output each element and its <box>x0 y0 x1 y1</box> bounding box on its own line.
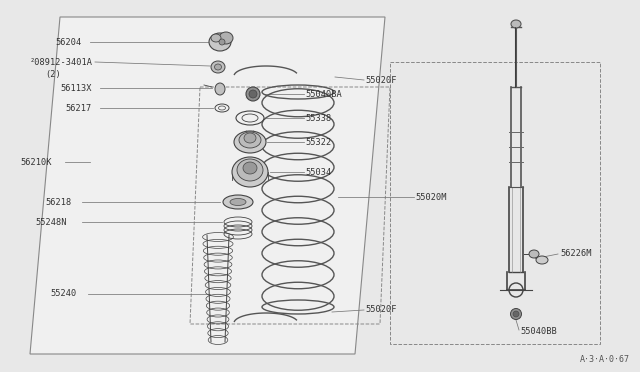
Ellipse shape <box>511 20 521 28</box>
Text: 56217: 56217 <box>65 103 92 112</box>
Ellipse shape <box>246 87 260 101</box>
Ellipse shape <box>215 83 225 95</box>
Text: 55020M: 55020M <box>415 192 447 202</box>
Polygon shape <box>30 17 385 354</box>
Ellipse shape <box>511 308 522 320</box>
Text: 55240: 55240 <box>50 289 76 298</box>
Text: 55248N: 55248N <box>35 218 67 227</box>
Text: 55034: 55034 <box>305 167 332 176</box>
Text: 55322: 55322 <box>305 138 332 147</box>
Ellipse shape <box>209 33 231 51</box>
Ellipse shape <box>536 256 548 264</box>
Ellipse shape <box>230 199 246 205</box>
Ellipse shape <box>223 195 253 209</box>
Ellipse shape <box>214 64 221 70</box>
Ellipse shape <box>529 250 539 258</box>
Text: 56226M: 56226M <box>560 250 591 259</box>
Ellipse shape <box>211 61 225 73</box>
Ellipse shape <box>239 132 261 148</box>
Text: (2): (2) <box>45 70 61 78</box>
Ellipse shape <box>234 131 266 153</box>
Text: 55040BA: 55040BA <box>305 90 342 99</box>
Ellipse shape <box>232 157 268 187</box>
Text: 56218: 56218 <box>45 198 71 206</box>
Text: 55040BB: 55040BB <box>520 327 557 337</box>
Ellipse shape <box>243 162 257 174</box>
Ellipse shape <box>211 34 221 42</box>
Text: 55020F: 55020F <box>365 305 397 314</box>
Text: 56210K: 56210K <box>20 157 51 167</box>
Text: A·3·A·0·67: A·3·A·0·67 <box>580 356 630 365</box>
Ellipse shape <box>244 133 256 143</box>
Ellipse shape <box>219 32 233 44</box>
Ellipse shape <box>249 90 257 98</box>
Text: ²08912-3401A: ²08912-3401A <box>30 58 93 67</box>
Text: 55338: 55338 <box>305 113 332 122</box>
Ellipse shape <box>237 159 263 181</box>
Ellipse shape <box>513 311 519 317</box>
Text: 56204: 56204 <box>55 38 81 46</box>
Ellipse shape <box>219 39 225 45</box>
Text: 55020F: 55020F <box>365 76 397 84</box>
Text: 56113X: 56113X <box>60 83 92 93</box>
